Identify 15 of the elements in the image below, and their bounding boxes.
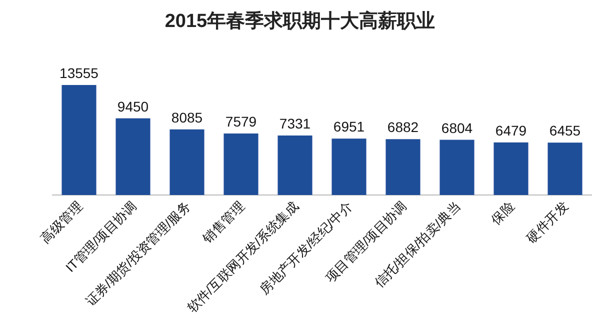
data-label: 6479 xyxy=(495,122,527,138)
x-tick-label: 高级管理 xyxy=(38,198,86,246)
x-tick-label: 硬件开发 xyxy=(524,198,572,246)
chart-title: 2015年春季求职期十大高薪职业 xyxy=(164,10,436,32)
data-label: 6804 xyxy=(441,120,473,136)
data-label: 6882 xyxy=(387,119,419,136)
data-label: 7579 xyxy=(225,113,257,130)
data-label: 13555 xyxy=(60,65,99,81)
data-label: 7331 xyxy=(279,116,311,132)
x-tick-label: 保险 xyxy=(488,198,518,228)
data-label: 6455 xyxy=(549,122,581,139)
x-tick-label: 销售管理 xyxy=(199,198,248,247)
data-label: 6951 xyxy=(333,118,365,135)
data-label: 9450 xyxy=(117,98,149,114)
data-label: 8085 xyxy=(171,109,203,126)
